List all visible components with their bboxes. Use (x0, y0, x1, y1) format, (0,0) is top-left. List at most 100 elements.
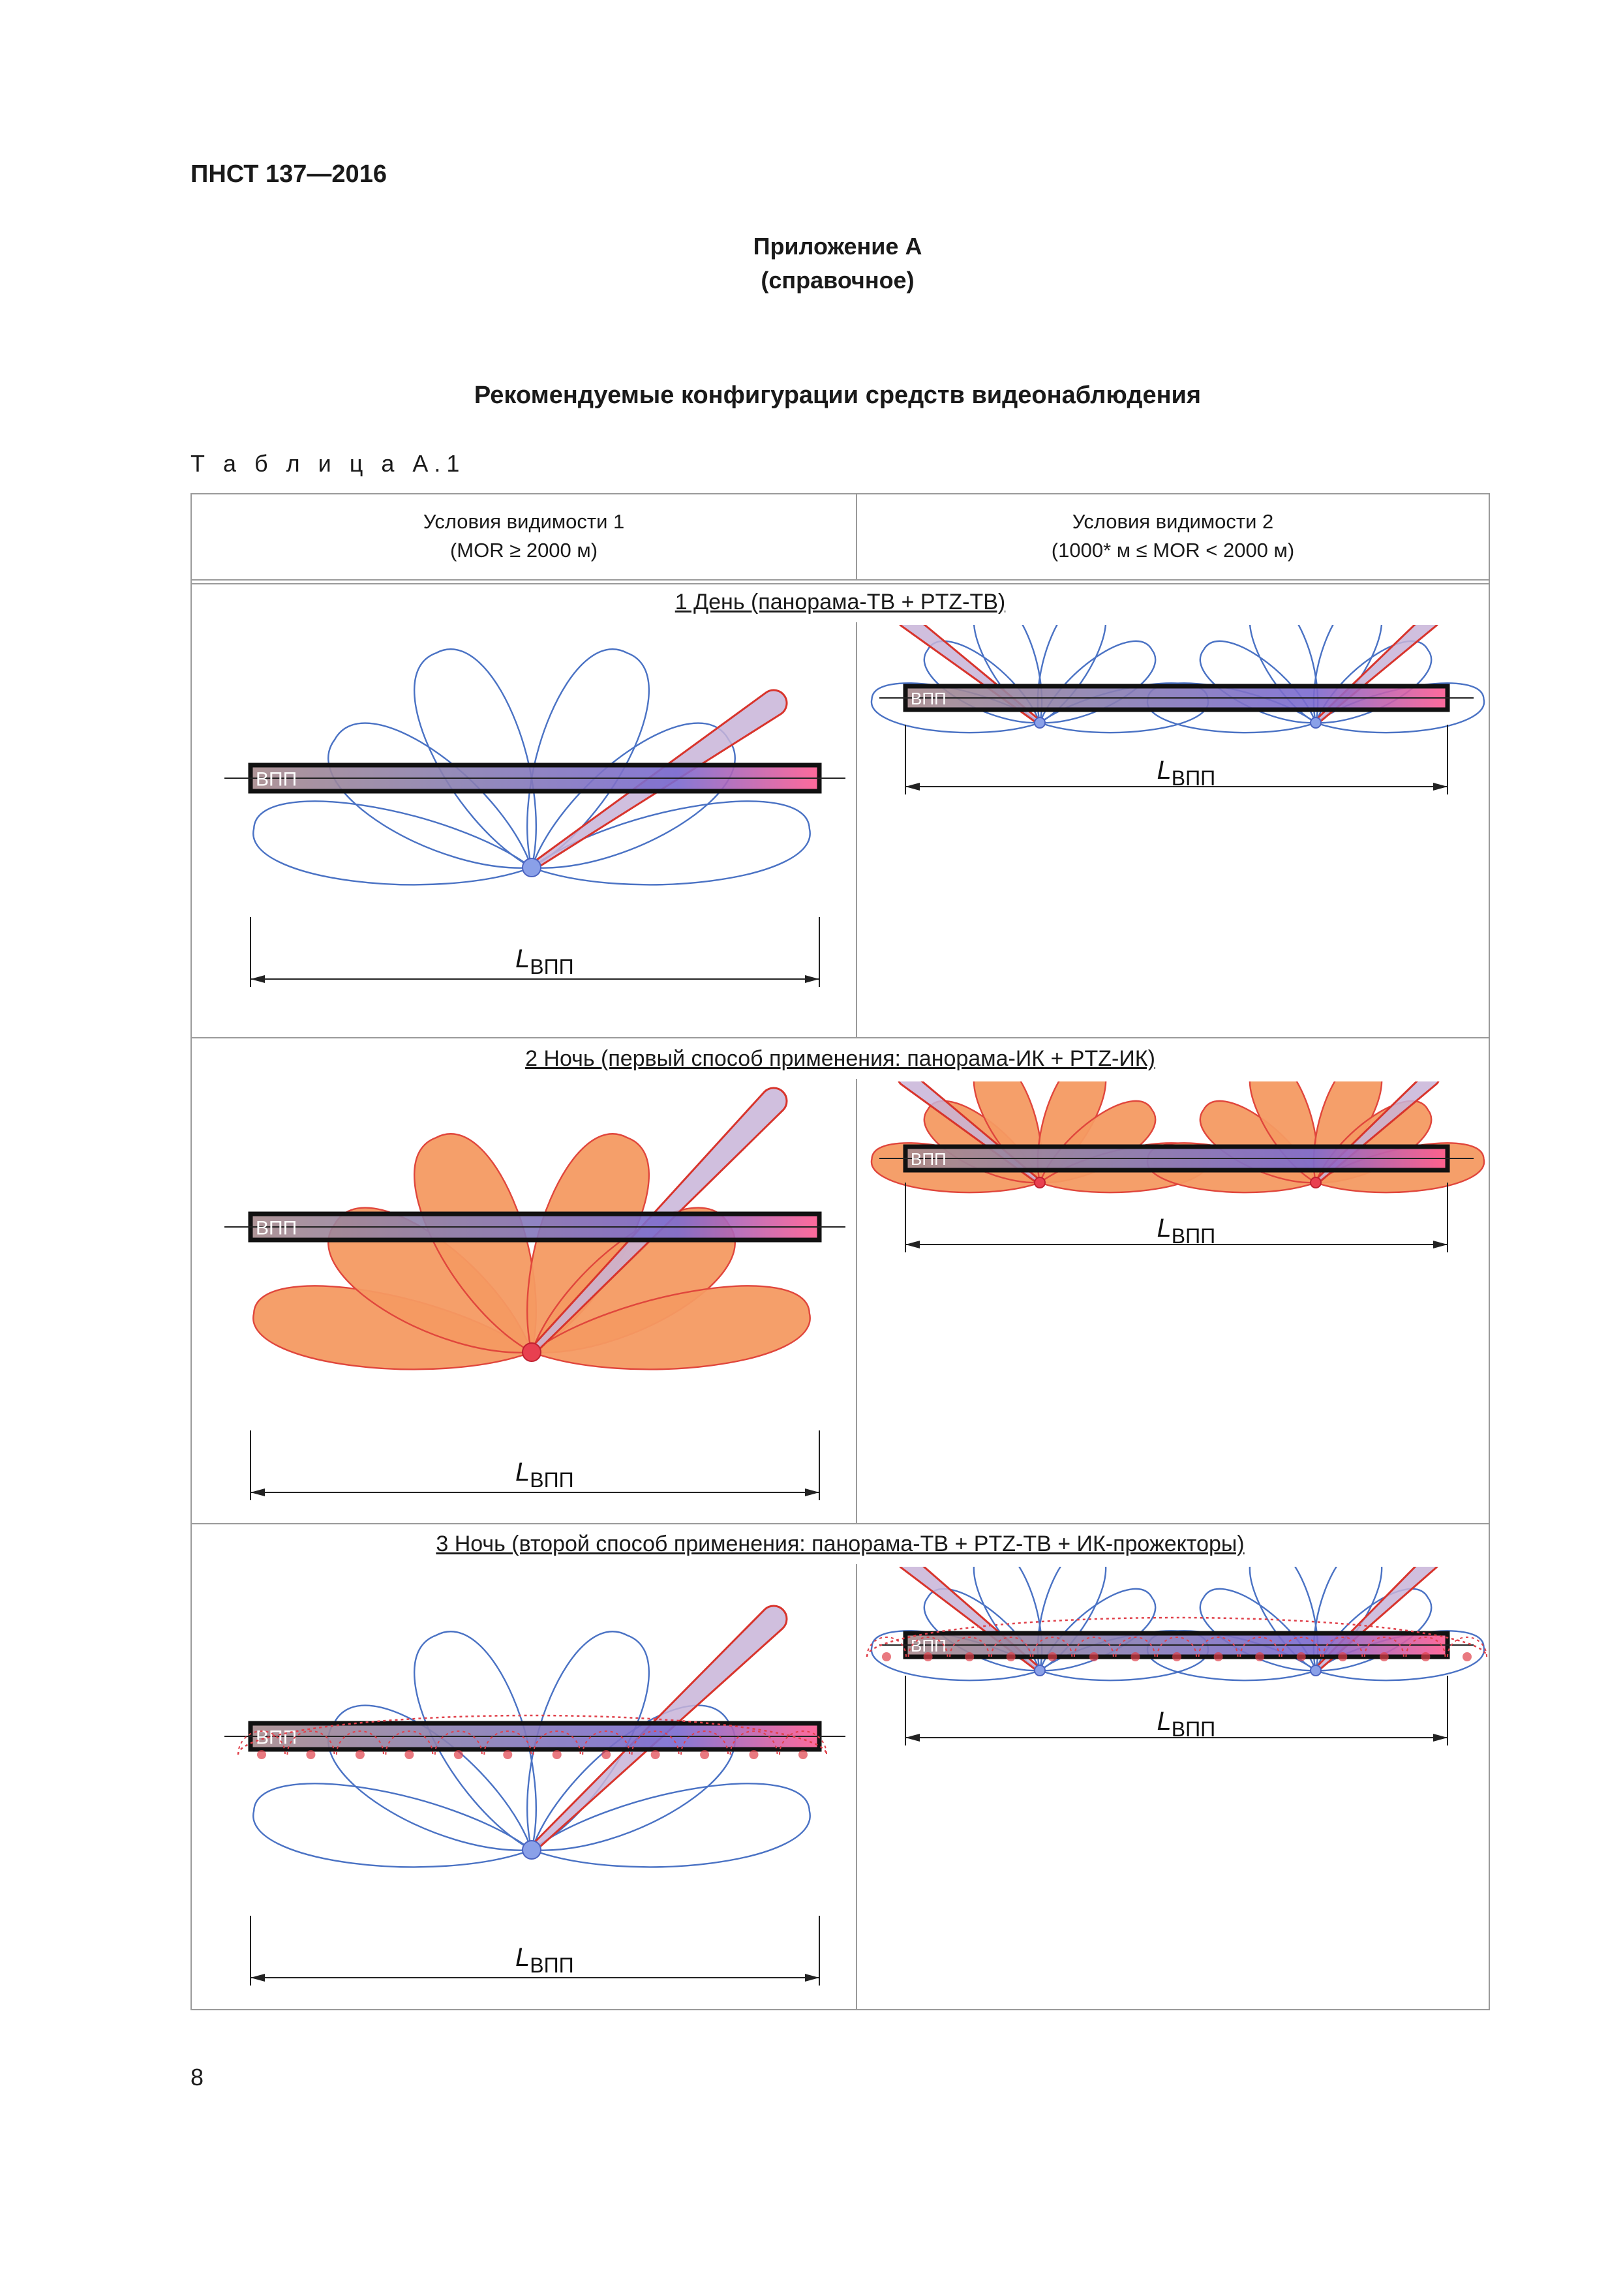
projector-arc-d5-3 (990, 1637, 1031, 1657)
projector-arc-d5-14 (1447, 1637, 1487, 1657)
annex-subtitle: (справочное) (761, 267, 915, 294)
column-header-1-condition: (MOR ≥ 2000 м) (449, 539, 598, 562)
diagram-night-projectors-vis2: ВПП LВПП (866, 1567, 1488, 1745)
dimension-arrow-left-d5 (905, 1734, 920, 1742)
diagram-night-projectors-vis1: ВПП LВПП (224, 1605, 845, 1986)
page-number: 8 (190, 2064, 204, 2091)
dimension-arrow-right-d1 (1433, 783, 1448, 791)
annex-heading: Приложение А (справочное) (26, 230, 1623, 297)
dimension-arrow-right-d3 (1433, 1241, 1448, 1248)
projector-d5-8 (1213, 1652, 1223, 1661)
dimension-arrow-left-d0 (250, 975, 265, 983)
panorama-lobe-d0-0 (252, 800, 534, 886)
projector-d5-3 (1006, 1652, 1016, 1661)
projector-d4-10 (749, 1750, 759, 1759)
projector-arc-d4-11 (779, 1730, 827, 1755)
projector-arc-d5-8 (1198, 1637, 1239, 1657)
projector-arc-d4-6 (532, 1730, 581, 1755)
projector-d5-14 (1463, 1652, 1472, 1661)
projector-d4-5 (503, 1750, 513, 1759)
projector-arc-d5-13 (1405, 1637, 1446, 1657)
projector-d4-0 (257, 1750, 266, 1759)
projector-arc-d4-10 (729, 1730, 778, 1755)
column-header-2-title: Условия видимости 2 (1072, 510, 1274, 533)
projector-arc-d5-2 (949, 1637, 990, 1657)
dimension-arrow-left-d3 (905, 1241, 920, 1248)
projector-arc-d5-9 (1239, 1637, 1281, 1657)
projector-arc-d4-9 (680, 1730, 729, 1755)
projector-d5-5 (1089, 1652, 1099, 1661)
projector-d5-12 (1379, 1652, 1389, 1661)
projector-d5-1 (923, 1652, 933, 1661)
projector-d4-11 (798, 1750, 808, 1759)
dimension-arrow-right-d5 (1433, 1734, 1448, 1742)
panorama-lobe-d4-5 (530, 1783, 811, 1868)
projector-d5-7 (1172, 1652, 1181, 1661)
camera-mast-d5-0 (1034, 1665, 1046, 1676)
camera-mast-d5-1 (1310, 1665, 1322, 1676)
column-divider-row3 (856, 1564, 857, 2010)
camera-mast-d2 (522, 1342, 541, 1362)
row-caption-3: 3 Ночь (второй способ применения: панора… (436, 1532, 1245, 1556)
column-header-visibility-2: Условия видимости 2 (1000* м ≤ MOR < 200… (856, 507, 1490, 565)
projector-d5-4 (1048, 1652, 1057, 1661)
runway-label-d4: ВПП (256, 1727, 297, 1748)
projector-arc-d5-4 (1032, 1637, 1073, 1657)
runway-length-label-d3: LВПП (1157, 1214, 1216, 1248)
projector-arc-d4-5 (483, 1730, 532, 1755)
projector-arc-d5-12 (1363, 1637, 1404, 1657)
projector-arc-d4-0 (237, 1730, 286, 1755)
dimension-arrow-left-d4 (250, 1974, 265, 1982)
projector-d4-2 (355, 1750, 365, 1759)
projector-d5-10 (1296, 1652, 1306, 1661)
projector-arc-d4-8 (631, 1730, 680, 1755)
camera-mast-d4 (522, 1840, 541, 1860)
row-caption-1: 1 День (панорама-ТВ + PTZ-ТВ) (675, 590, 1006, 614)
projector-arc-d5-1 (907, 1637, 948, 1657)
projector-arc-d4-1 (286, 1730, 335, 1755)
panorama-lobe-d1-1-4 (1314, 640, 1433, 724)
projector-d5-13 (1421, 1652, 1431, 1661)
projector-d4-1 (306, 1750, 316, 1759)
panorama-lobe-d0-2 (413, 648, 537, 869)
runway-label-d2: ВПП (256, 1217, 297, 1239)
projector-d5-0 (882, 1652, 891, 1661)
camera-mast-d3-0 (1034, 1177, 1046, 1188)
column-header-1-title: Условия видимости 1 (423, 510, 625, 533)
panorama-lobe-d5-0-1 (923, 1588, 1041, 1672)
column-divider-row1 (856, 622, 857, 1037)
table-label: Т а б л и ц а А.1 (190, 450, 466, 477)
panorama-lobe-d0-5 (530, 800, 811, 886)
runway-length-label-d2: LВПП (515, 1458, 574, 1492)
projector-arc-d5-6 (1115, 1637, 1156, 1657)
panorama-lobe-d1-0-1 (923, 640, 1041, 724)
annex-title: Приложение А (753, 233, 922, 260)
projector-d4-3 (404, 1750, 414, 1759)
runway-label-d0: ВПП (256, 768, 297, 790)
projector-arc-d5-11 (1322, 1637, 1363, 1657)
projector-arc-d4-4 (434, 1730, 483, 1755)
runway-label-d3: ВПП (911, 1149, 947, 1169)
projector-arc-d5-7 (1157, 1637, 1197, 1657)
panorama-lobe-d5-1-4 (1314, 1588, 1433, 1672)
projector-d5-11 (1338, 1652, 1348, 1661)
document-code: ПНСТ 137—2016 (190, 160, 387, 188)
projector-envelope-d5 (866, 1616, 1488, 1657)
projector-arc-d5-10 (1281, 1637, 1322, 1657)
projector-d4-8 (650, 1750, 660, 1759)
row-caption-2: 2 Ночь (первый способ применения: панора… (525, 1046, 1155, 1071)
diagram-day-vis1: ВПП LВПП (224, 648, 845, 987)
column-divider-row2 (856, 1079, 857, 1523)
camera-mast-d1-1 (1310, 717, 1322, 729)
projector-d5-2 (965, 1652, 975, 1661)
row-divider-1 (192, 1037, 1489, 1038)
section-heading: Рекомендуемые конфигурации средств видео… (474, 382, 1202, 409)
runway-label-d5: ВПП (911, 1636, 947, 1655)
dimension-arrow-left-d2 (250, 1488, 265, 1496)
projector-arc-d4-2 (335, 1730, 384, 1755)
projector-envelope-d4 (237, 1714, 828, 1755)
header-divider-double (192, 583, 1489, 584)
projector-d4-9 (700, 1750, 710, 1759)
column-header-2-condition: (1000* м ≤ MOR < 2000 м) (1051, 539, 1295, 562)
diagram-night-ir-vis1: ВПП LВПП (224, 1087, 845, 1500)
